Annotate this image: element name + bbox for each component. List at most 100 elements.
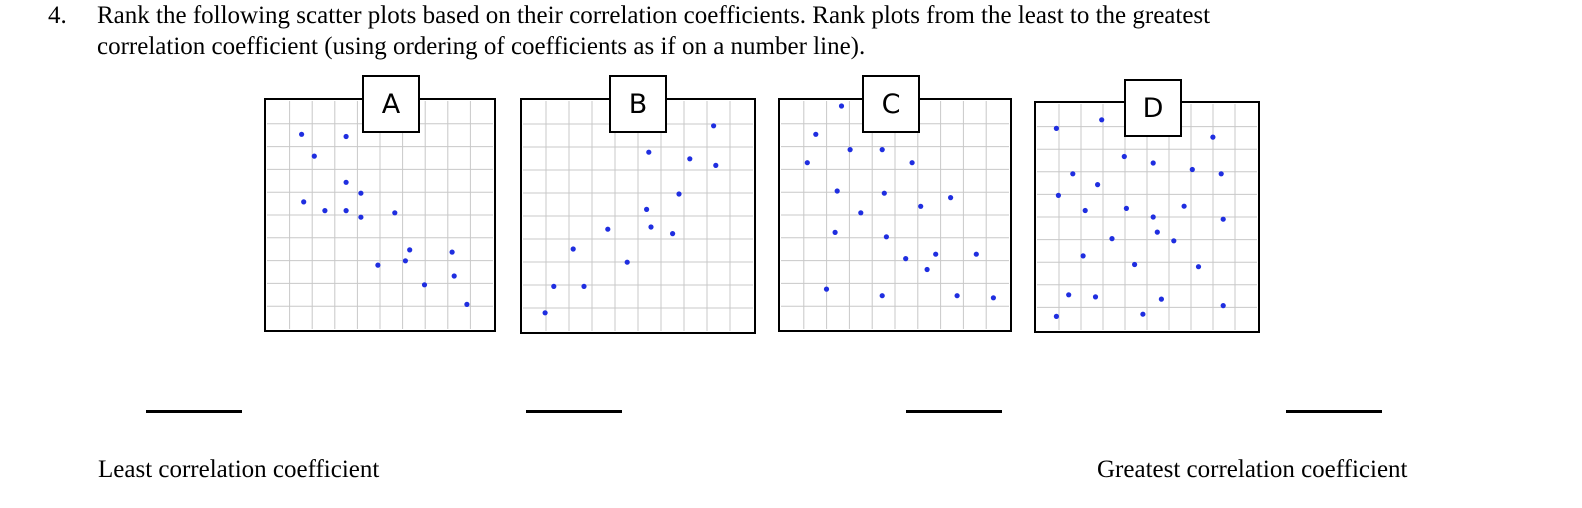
data-point — [392, 210, 398, 216]
data-point — [954, 293, 960, 299]
data-point — [879, 147, 885, 153]
data-point — [1092, 294, 1099, 300]
data-point — [881, 190, 887, 196]
data-point — [711, 123, 717, 129]
scatter-plot-c-canvas — [778, 98, 1012, 332]
data-point — [1154, 229, 1160, 235]
data-point — [542, 310, 548, 316]
data-point — [948, 195, 954, 201]
data-point — [858, 210, 864, 216]
answer-blank-2[interactable] — [526, 410, 622, 413]
data-point — [570, 246, 576, 252]
data-point — [834, 188, 840, 194]
data-point — [1220, 303, 1226, 309]
data-point — [1218, 171, 1224, 177]
data-point — [551, 283, 557, 289]
data-point — [1121, 153, 1127, 160]
data-point — [343, 208, 349, 214]
data-point — [646, 149, 652, 155]
data-point — [1158, 296, 1164, 302]
scatter-plot-a: A — [264, 75, 496, 332]
answer-blank-1[interactable] — [146, 410, 242, 413]
data-point — [823, 286, 830, 292]
data-point — [322, 208, 328, 214]
greatest-label: Greatest correlation coefficient — [1097, 456, 1408, 483]
data-point — [421, 282, 428, 288]
data-point — [358, 190, 364, 196]
data-point — [1123, 205, 1129, 211]
data-point — [1189, 166, 1195, 173]
data-point — [804, 160, 810, 166]
data-point — [973, 251, 979, 257]
data-point — [879, 293, 885, 299]
data-point — [1099, 117, 1105, 123]
data-point — [1181, 203, 1187, 209]
data-point — [687, 156, 693, 162]
scatter-plot-d: D — [1034, 79, 1260, 333]
data-point — [1210, 134, 1216, 140]
plot-label-b: B — [609, 75, 667, 133]
question-line-1: Rank the following scatter plots based o… — [97, 2, 1211, 29]
data-point — [1150, 160, 1156, 166]
data-point — [605, 226, 611, 232]
data-point — [624, 259, 630, 265]
data-point — [1150, 214, 1156, 220]
question-line-2: correlation coefficient (using ordering … — [97, 33, 866, 60]
scatter-plot-c: C — [778, 75, 1012, 332]
data-point — [1055, 192, 1061, 198]
data-point — [847, 147, 853, 153]
scatter-plot-d-canvas — [1034, 101, 1260, 333]
plot-label-d: D — [1124, 79, 1182, 137]
question-text: Rank the following scatter plots based o… — [97, 0, 1497, 62]
data-point — [1070, 171, 1076, 177]
data-point — [1220, 216, 1226, 222]
data-point — [343, 179, 349, 185]
data-point — [375, 262, 381, 268]
data-point — [311, 153, 317, 159]
data-point — [713, 162, 719, 168]
data-point — [648, 224, 654, 230]
data-point — [918, 203, 924, 209]
data-point — [402, 258, 408, 264]
data-point — [990, 295, 996, 301]
data-point — [924, 266, 930, 273]
data-point — [670, 231, 676, 237]
data-point — [301, 199, 307, 205]
least-label: Least correlation coefficient — [98, 456, 380, 483]
data-point — [1095, 182, 1101, 188]
answer-blank-4[interactable] — [1286, 410, 1382, 413]
data-point — [449, 249, 455, 255]
data-point — [903, 256, 909, 262]
scatter-plot-b: B — [520, 75, 756, 334]
data-point — [1053, 313, 1059, 319]
data-point — [407, 247, 413, 253]
data-point — [1053, 125, 1059, 131]
plot-label-a: A — [362, 75, 420, 133]
data-point — [644, 206, 650, 212]
data-point — [358, 214, 364, 220]
data-point — [1080, 253, 1086, 259]
question-number: 4. — [48, 2, 67, 29]
data-point — [838, 103, 845, 109]
data-point — [909, 160, 915, 166]
data-point — [1140, 311, 1146, 317]
data-point — [581, 283, 587, 289]
data-point — [933, 251, 939, 257]
data-point — [832, 229, 838, 235]
plot-label-c: C — [862, 75, 920, 133]
answer-blank-3[interactable] — [906, 410, 1002, 413]
data-point — [1109, 236, 1115, 242]
data-point — [451, 273, 457, 279]
data-point — [343, 133, 349, 140]
data-point — [676, 191, 682, 197]
data-point — [1066, 292, 1072, 298]
data-point — [1132, 261, 1138, 268]
data-point — [1195, 264, 1202, 270]
data-point — [1082, 207, 1088, 214]
data-point — [883, 234, 889, 240]
data-point — [464, 301, 470, 307]
data-point — [1171, 238, 1177, 244]
scatter-plot-b-canvas — [520, 98, 756, 334]
data-point — [299, 131, 305, 137]
data-point — [813, 131, 819, 137]
